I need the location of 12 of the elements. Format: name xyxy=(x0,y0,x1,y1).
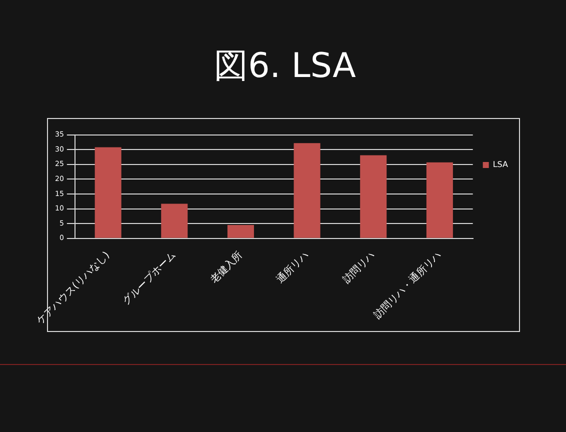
x-tick-label: 老健入所 xyxy=(208,249,245,286)
x-tick-label: グループホーム xyxy=(120,249,178,308)
bar xyxy=(94,147,122,238)
chart-title: 図6. LSA xyxy=(214,46,356,86)
bar xyxy=(227,225,254,238)
x-tick-label: 通所リハ xyxy=(274,249,311,286)
bar xyxy=(360,155,387,238)
x-tick-label: 訪問リハ xyxy=(340,249,378,286)
bar xyxy=(294,143,320,238)
legend-label: LSA xyxy=(492,160,509,170)
bar xyxy=(426,162,453,238)
bar xyxy=(161,204,188,238)
